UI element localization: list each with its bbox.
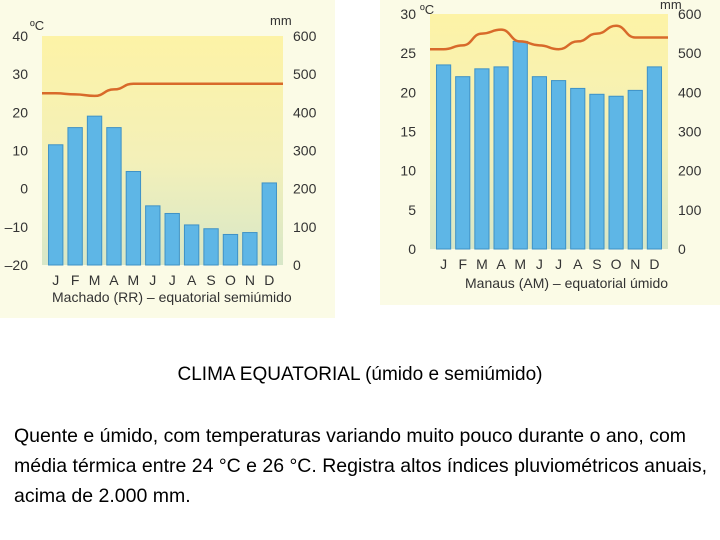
- manaus-precipitation-tick-4: 200: [678, 163, 702, 179]
- machado-precipitation-bar-8: [203, 228, 219, 266]
- machado-precipitation-bar-0: [48, 144, 64, 266]
- manaus-temperature-tick-5: 5: [408, 202, 416, 218]
- manaus-precipitation-tick-6: 0: [678, 241, 686, 257]
- manaus-precipitation-bar-1: [455, 76, 471, 250]
- manaus-precipitation-bar-3: [493, 66, 509, 250]
- manaus-month-label-2: M: [476, 256, 488, 272]
- manaus-month-label-5: J: [536, 256, 543, 272]
- manaus-precipitation-bar-2: [474, 68, 490, 250]
- machado-precipitation-unit: mm: [270, 13, 292, 28]
- manaus-month-label-1: F: [458, 256, 467, 272]
- machado-precipitation-bar-1: [67, 127, 83, 266]
- machado-precipitation-bar-7: [183, 224, 200, 266]
- machado-month-label-10: N: [245, 272, 255, 288]
- machado-precipitation-bar-3: [106, 127, 122, 266]
- machado-precipitation-bar-4: [125, 170, 142, 266]
- machado-precipitation-tick-3: 300: [293, 143, 317, 159]
- manaus-precipitation-bar-5: [531, 76, 548, 250]
- manaus-precipitation-bar-9: [608, 95, 624, 250]
- machado-month-label-0: J: [52, 272, 59, 288]
- manaus-precipitation-bar-4: [512, 40, 528, 250]
- manaus-temperature-tick-1: 25: [400, 45, 416, 61]
- manaus-temperature-line: [430, 24, 668, 51]
- machado-month-label-5: J: [149, 272, 156, 288]
- machado-temperature-tick-6: –20: [5, 257, 29, 273]
- manaus-precipitation-bar-11: [646, 66, 663, 250]
- manaus-precipitation-bar-8: [589, 93, 605, 250]
- machado-temperature-tick-3: 10: [12, 143, 28, 159]
- manaus-station-caption: Manaus (AM) – equatorial úmido: [465, 275, 668, 291]
- caption-title: CLIMA EQUATORIAL (úmido e semiúmido): [177, 364, 543, 385]
- machado-precipitation-tick-4: 200: [293, 181, 317, 197]
- manaus-month-label-8: S: [592, 256, 601, 272]
- manaus-temperature-tick-6: 0: [408, 241, 416, 257]
- machado-temperature-unit: ºC: [30, 18, 44, 33]
- manaus-precipitation-tick-3: 300: [678, 124, 702, 140]
- manaus-month-label-9: O: [611, 256, 622, 272]
- manaus-month-label-4: M: [514, 256, 526, 272]
- machado-month-label-8: S: [206, 272, 215, 288]
- machado-temperature-tick-5: –10: [5, 219, 29, 235]
- manaus-temperature-tick-4: 10: [400, 163, 416, 179]
- machado-station-caption: Machado (RR) – equatorial semiúmido: [52, 289, 292, 305]
- machado-precipitation-bar-11: [261, 182, 277, 266]
- manaus-month-label-0: J: [440, 256, 447, 272]
- machado-precipitation-bar-5: [145, 205, 161, 266]
- machado-temperature-tick-0: 40: [12, 28, 28, 44]
- manaus-month-label-3: A: [496, 256, 506, 272]
- manaus-precipitation-bar-7: [570, 87, 586, 250]
- machado-month-label-6: J: [169, 272, 176, 288]
- manaus-precipitation-bar-6: [550, 80, 567, 250]
- manaus-temperature-tick-3: 15: [400, 124, 416, 140]
- manaus-temperature-tick-2: 20: [400, 84, 416, 100]
- machado-month-label-2: M: [89, 272, 101, 288]
- machado-precipitation-bar-6: [164, 212, 180, 266]
- machado-month-label-4: M: [128, 272, 140, 288]
- machado-temperature-tick-1: 30: [12, 66, 28, 82]
- manaus-precipitation-unit: mm: [660, 0, 682, 12]
- machado-temperature-line: [42, 82, 283, 98]
- machado-month-label-9: O: [225, 272, 236, 288]
- machado-temperature-tick-2: 20: [12, 104, 28, 120]
- manaus-month-label-11: D: [649, 256, 659, 272]
- machado-precipitation-bar-9: [222, 233, 239, 266]
- machado-temperature-tick-4: 0: [20, 181, 28, 197]
- manaus-precipitation-tick-0: 600: [678, 6, 702, 22]
- manaus-precipitation-bar-0: [435, 64, 452, 250]
- machado-precipitation-tick-5: 100: [293, 219, 317, 235]
- manaus-month-label-6: J: [555, 256, 562, 272]
- machado-precipitation-tick-2: 400: [293, 104, 317, 120]
- machado-month-label-7: A: [187, 272, 197, 288]
- caption-body: Quente e úmido, com temperaturas variand…: [14, 425, 707, 507]
- climograph-machado: ºC mm 40 30 20 10 0 –10 –20 600 500 400 300 200 100 0 J F…: [0, 0, 335, 318]
- manaus-temperature-tick-0: 30: [400, 6, 416, 22]
- machado-precipitation-tick-0: 600: [293, 28, 317, 44]
- manaus-precipitation-tick-2: 400: [678, 84, 702, 100]
- manaus-month-label-7: A: [573, 256, 583, 272]
- machado-month-label-11: D: [264, 272, 274, 288]
- manaus-month-label-10: N: [630, 256, 640, 272]
- machado-precipitation-tick-6: 0: [293, 257, 301, 273]
- manaus-temperature-unit: ºC: [420, 2, 434, 17]
- manaus-precipitation-tick-1: 500: [678, 45, 702, 61]
- machado-precipitation-bar-2: [86, 115, 103, 266]
- climograph-manaus: ºC mm 30 25 20 15 10 5 0 600 500 400 300 200 100 0 J F M A M…: [380, 0, 720, 305]
- machado-precipitation-tick-1: 500: [293, 66, 317, 82]
- manaus-precipitation-bar-10: [627, 89, 643, 250]
- machado-month-label-1: F: [71, 272, 80, 288]
- machado-precipitation-bar-10: [242, 232, 258, 266]
- machado-month-label-3: A: [109, 272, 119, 288]
- manaus-precipitation-tick-5: 100: [678, 202, 702, 218]
